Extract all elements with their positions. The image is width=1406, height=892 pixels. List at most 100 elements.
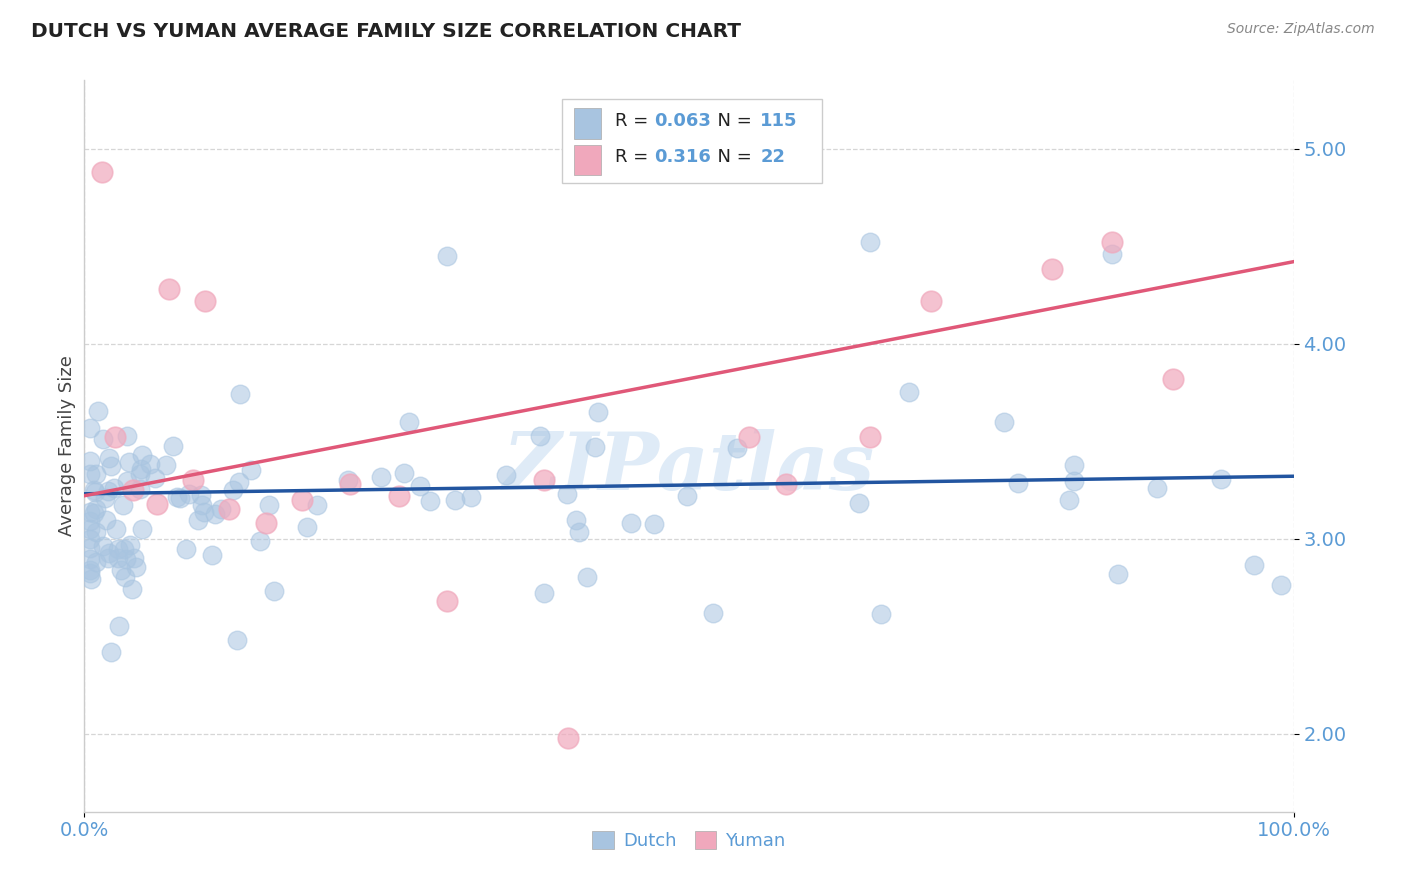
- Point: [436, 594, 458, 608]
- Point: [533, 586, 555, 600]
- Point: [191, 498, 214, 512]
- Point: [495, 467, 517, 482]
- Point: [1270, 578, 1292, 592]
- Point: [139, 458, 162, 472]
- Point: [181, 473, 204, 487]
- Point: [79, 566, 101, 580]
- Point: [121, 582, 143, 597]
- Point: [229, 387, 252, 401]
- Point: [124, 551, 146, 566]
- Point: [1101, 235, 1123, 249]
- Point: [79, 467, 101, 481]
- Point: [103, 481, 125, 495]
- Point: [84, 467, 107, 481]
- Point: [79, 421, 101, 435]
- Point: [107, 619, 129, 633]
- Point: [131, 522, 153, 536]
- Point: [80, 572, 103, 586]
- Point: [100, 645, 122, 659]
- Point: [112, 541, 135, 556]
- Point: [557, 731, 579, 745]
- Point: [162, 440, 184, 454]
- Text: 0.063: 0.063: [654, 112, 711, 129]
- Y-axis label: Average Family Size: Average Family Size: [58, 356, 76, 536]
- Point: [775, 477, 797, 491]
- Text: R =: R =: [616, 112, 654, 129]
- Legend: Dutch, Yuman: Dutch, Yuman: [585, 823, 793, 857]
- Point: [79, 522, 101, 536]
- Point: [305, 498, 328, 512]
- Point: [859, 235, 882, 249]
- Point: [146, 497, 169, 511]
- Point: [565, 513, 588, 527]
- Point: [83, 506, 105, 520]
- Point: [97, 483, 120, 498]
- Point: [129, 467, 152, 482]
- Text: 22: 22: [761, 148, 786, 166]
- Point: [125, 560, 148, 574]
- Point: [98, 546, 121, 560]
- Point: [1063, 474, 1085, 488]
- Point: [94, 491, 117, 505]
- Point: [115, 429, 138, 443]
- Point: [118, 538, 141, 552]
- Point: [107, 551, 129, 566]
- FancyBboxPatch shape: [562, 99, 823, 183]
- Point: [79, 514, 101, 528]
- Bar: [574, 145, 600, 176]
- Point: [249, 533, 271, 548]
- Bar: [574, 108, 600, 139]
- Point: [204, 508, 226, 522]
- Point: [870, 607, 893, 621]
- Point: [91, 432, 114, 446]
- Point: [118, 455, 141, 469]
- Text: 0.316: 0.316: [654, 148, 711, 166]
- Point: [254, 516, 277, 530]
- Point: [738, 430, 761, 444]
- Point: [84, 555, 107, 569]
- Point: [586, 405, 609, 419]
- Point: [83, 483, 105, 497]
- Text: DUTCH VS YUMAN AVERAGE FAMILY SIZE CORRELATION CHART: DUTCH VS YUMAN AVERAGE FAMILY SIZE CORRE…: [31, 22, 741, 41]
- Point: [297, 520, 319, 534]
- Point: [166, 490, 188, 504]
- Point: [143, 471, 166, 485]
- Point: [87, 404, 110, 418]
- Point: [112, 499, 135, 513]
- Point: [179, 487, 201, 501]
- Point: [370, 470, 392, 484]
- Point: [583, 441, 606, 455]
- Point: [263, 584, 285, 599]
- Point: [1107, 566, 1129, 581]
- Point: [110, 563, 132, 577]
- Text: N =: N =: [706, 148, 758, 166]
- Text: R =: R =: [616, 148, 659, 166]
- Point: [533, 473, 555, 487]
- Point: [643, 516, 665, 531]
- Point: [1057, 493, 1080, 508]
- Point: [226, 633, 249, 648]
- Point: [555, 486, 578, 500]
- Point: [169, 491, 191, 505]
- Point: [392, 466, 415, 480]
- Point: [194, 293, 217, 308]
- Point: [337, 473, 360, 487]
- Point: [576, 569, 599, 583]
- Point: [129, 482, 152, 496]
- Point: [107, 542, 129, 557]
- Point: [209, 502, 232, 516]
- Point: [104, 430, 127, 444]
- Point: [848, 496, 870, 510]
- Point: [79, 551, 101, 566]
- Point: [529, 429, 551, 443]
- Point: [240, 463, 263, 477]
- Point: [84, 501, 107, 516]
- Point: [200, 548, 222, 562]
- Point: [419, 494, 441, 508]
- Point: [436, 249, 458, 263]
- Point: [1146, 481, 1168, 495]
- Point: [94, 513, 117, 527]
- Point: [91, 539, 114, 553]
- Text: ZIPatlas: ZIPatlas: [503, 429, 875, 507]
- Point: [79, 532, 101, 546]
